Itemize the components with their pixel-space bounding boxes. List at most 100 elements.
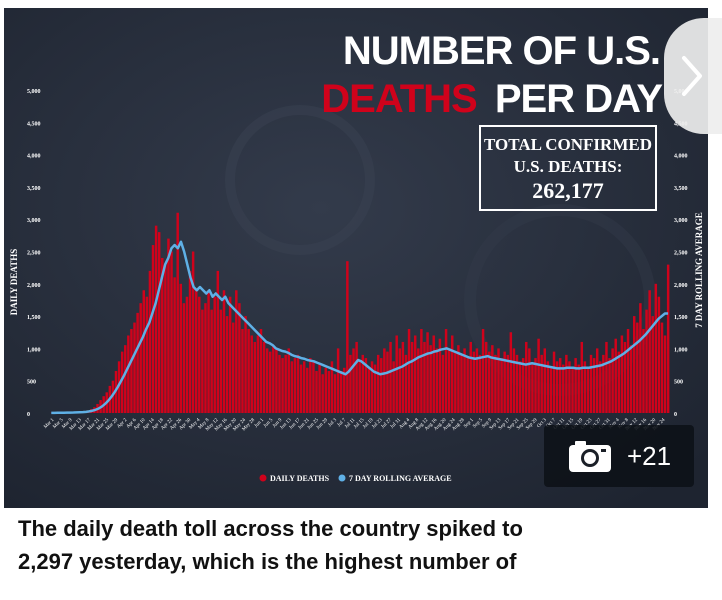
bar-daily-deaths [488,351,491,413]
bar-daily-deaths [562,364,565,413]
left-y-axis: 0 500 1,000 1,500 2,000 2,500 3,000 3,500 4,000 4… [27,89,41,418]
bar-daily-deaths [111,380,115,413]
bar-daily-deaths [475,348,479,413]
bar-daily-deaths [373,364,377,413]
bar-daily-deaths [407,329,411,413]
virus-watermark [225,105,375,255]
bar-daily-deaths [515,354,519,413]
chart-background [4,8,708,508]
bar-daily-deaths [401,341,405,413]
bar-daily-deaths [278,354,281,413]
chart-title-highlight: DEATHS [321,77,477,121]
y-tick-label-left: 0 [27,412,30,418]
y-tick-label-left: 4,500 [27,121,41,127]
bar-daily-deaths [481,329,485,413]
bar-daily-deaths [324,367,327,413]
bar-daily-deaths [293,358,297,413]
bar-daily-deaths [312,361,315,413]
x-tick-label: Jun 1 [254,418,265,429]
bar-daily-deaths [577,364,580,413]
bar-daily-deaths [639,303,642,413]
bar-daily-deaths [460,354,463,413]
bar-daily-deaths [170,251,173,413]
bar-daily-deaths [210,309,213,413]
bar-daily-deaths [358,361,361,413]
bar-daily-deaths [555,361,559,413]
chart: 0 500 1,000 1,500 2,000 2,500 3,000 3,500 4,000 4… [4,8,708,508]
y-tick-label-right: 0 [674,412,677,418]
bar-daily-deaths [349,354,352,413]
bar-daily-deaths [605,341,608,413]
chart-title-rest: PER DAY [495,77,663,121]
bar-daily-deaths [139,303,142,413]
bar-daily-deaths [666,264,670,413]
bar-daily-deaths [265,348,269,413]
bar-daily-deaths [386,351,389,413]
bar-daily-deaths [253,341,257,413]
bar-daily-deaths [438,338,442,413]
bar-daily-deaths [595,348,599,413]
bar-daily-deaths [383,348,386,413]
bar-daily-deaths [176,212,179,413]
bar-daily-deaths [525,341,528,413]
bar-daily-deaths [540,354,543,413]
bar-daily-deaths [284,354,287,413]
bar-daily-deaths [241,329,244,413]
bar-daily-deaths [302,361,306,413]
bar-daily-deaths [420,329,423,413]
x-tick-label: Jul 3 [328,418,339,429]
bar-daily-deaths [164,264,167,413]
bar-daily-deaths [250,335,253,413]
bar-daily-deaths [611,348,614,413]
bar-daily-deaths [457,345,460,413]
y2-axis-label: 7 DAY ROLLING AVERAGE [694,212,704,327]
bar-daily-deaths [432,335,435,413]
y-tick-label-left: 500 [27,380,36,386]
bar-daily-deaths [296,354,300,413]
bar-daily-deaths [367,367,371,413]
bar-daily-deaths [648,290,651,413]
bar-daily-deaths [269,351,272,413]
bar-daily-deaths [503,351,506,413]
bar-daily-deaths [299,364,303,413]
bar-daily-deaths [346,261,349,413]
bar-daily-deaths [586,367,590,413]
legend-daily-deaths-label: DAILY DEATHS [270,474,330,483]
bar-daily-deaths [506,354,509,413]
y-tick-label-right: 3,500 [674,186,688,192]
bar-daily-deaths [645,309,648,413]
bar-daily-deaths [657,296,661,413]
bar-daily-deaths [546,361,550,413]
gallery-count: +21 [626,440,672,471]
bar-daily-deaths [429,345,432,413]
bar-daily-deaths [392,361,395,413]
bar-daily-deaths [521,358,525,413]
bar-daily-deaths [395,335,398,413]
bar-daily-deaths [191,251,195,413]
total-box-value: 262,177 [532,178,604,203]
bar-daily-deaths [558,358,562,413]
y-tick-label-right: 3,000 [674,218,688,224]
bar-daily-deaths [309,358,312,413]
y-tick-label-left: 2,000 [27,283,41,289]
chart-title-line2: DEATHS PER DAY [321,77,663,121]
x-tick-label: Oct 7 [546,418,558,430]
x-tick-label: Jul 7 [337,418,348,429]
bar-daily-deaths [154,225,158,413]
bar-daily-deaths [133,322,136,413]
gallery-button[interactable]: +21 [544,425,694,487]
caption: The daily death toll across the country … [18,512,708,578]
bar-daily-deaths [142,290,146,413]
y-tick-label-right: 1,000 [674,347,688,353]
bar-daily-deaths [247,329,250,413]
bar-daily-deaths [380,358,383,413]
next-slide-button[interactable] [664,18,722,134]
y-tick-label-right: 1,500 [674,315,688,321]
bar-daily-deaths [275,348,278,413]
bar-daily-deaths [512,348,516,413]
bar-daily-deaths [602,354,605,413]
bar-daily-deaths [472,351,476,413]
x-tick-label: Jun 5 [263,418,274,429]
bar-daily-deaths [179,283,183,413]
bar-daily-deaths [484,341,488,413]
